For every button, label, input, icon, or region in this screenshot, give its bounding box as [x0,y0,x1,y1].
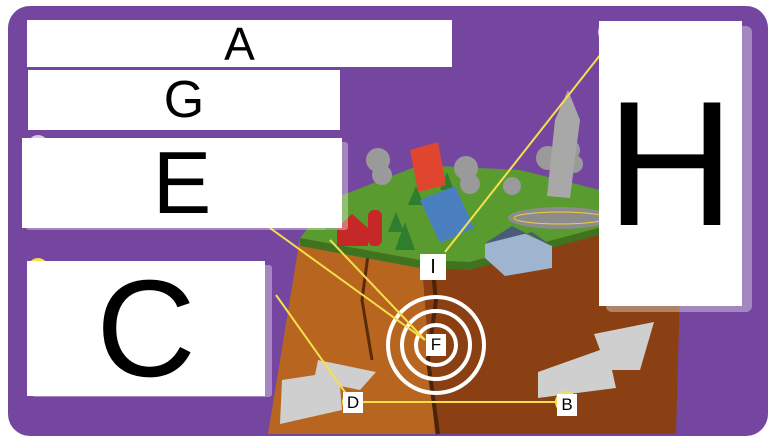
right-arrow [538,322,654,398]
barn [337,214,368,246]
label-card-f[interactable]: F [426,334,446,356]
label-e: E [152,133,212,232]
label-g: G [163,71,205,129]
wave-ring-mid [400,309,472,381]
label-h: H [606,63,735,263]
leader-lines [269,44,609,403]
label-a: A [224,17,255,70]
label-card-b[interactable]: B [557,394,577,416]
label-f: F [430,335,442,354]
blue-building [420,186,474,243]
silo [368,210,382,246]
label-card-i[interactable]: I [420,254,446,280]
label-card-h[interactable]: H [599,21,742,306]
label-d: D [346,392,360,412]
ground-edge [300,225,610,270]
fault-crack-2 [360,239,374,361]
house [485,228,552,276]
label-c: C [96,251,196,406]
label-card-d[interactable]: D [343,392,363,413]
red-building [410,142,446,192]
wave-ring-inner [414,323,458,367]
label-card-c[interactable]: C [27,251,265,406]
left-arrow [280,360,376,424]
label-b: B [561,395,573,414]
road [508,207,612,229]
label-i: I [430,255,436,278]
label-card-g[interactable]: G [28,70,340,130]
skyscraper [547,90,580,198]
label-card-e[interactable]: E [22,138,342,228]
wave-ring-outer [386,295,486,395]
label-card-a[interactable]: A [27,20,452,67]
